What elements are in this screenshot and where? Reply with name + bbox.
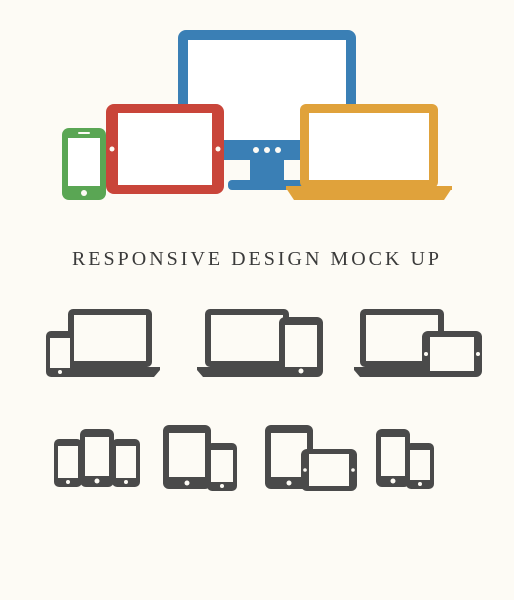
combo-laptop-tablet-v bbox=[197, 299, 317, 389]
icon-grid bbox=[0, 299, 514, 501]
combo-laptop-phone bbox=[40, 299, 160, 389]
combo-phone-duo bbox=[366, 421, 464, 501]
grid-row-1 bbox=[40, 299, 474, 389]
combo-tablet-phone bbox=[155, 421, 253, 501]
phone-icon bbox=[62, 128, 106, 200]
grid-row-2 bbox=[40, 421, 474, 501]
tablet-icon bbox=[106, 104, 224, 194]
combo-phone-trio bbox=[50, 421, 148, 501]
hero-svg bbox=[0, 0, 514, 220]
combo-tablet-tablet bbox=[261, 421, 359, 501]
page-title: RESPONSIVE DESIGN MOCK UP bbox=[0, 248, 514, 271]
combo-laptop-tablet-h bbox=[354, 299, 474, 389]
hero-devices bbox=[0, 0, 514, 220]
laptop-icon bbox=[286, 104, 452, 200]
